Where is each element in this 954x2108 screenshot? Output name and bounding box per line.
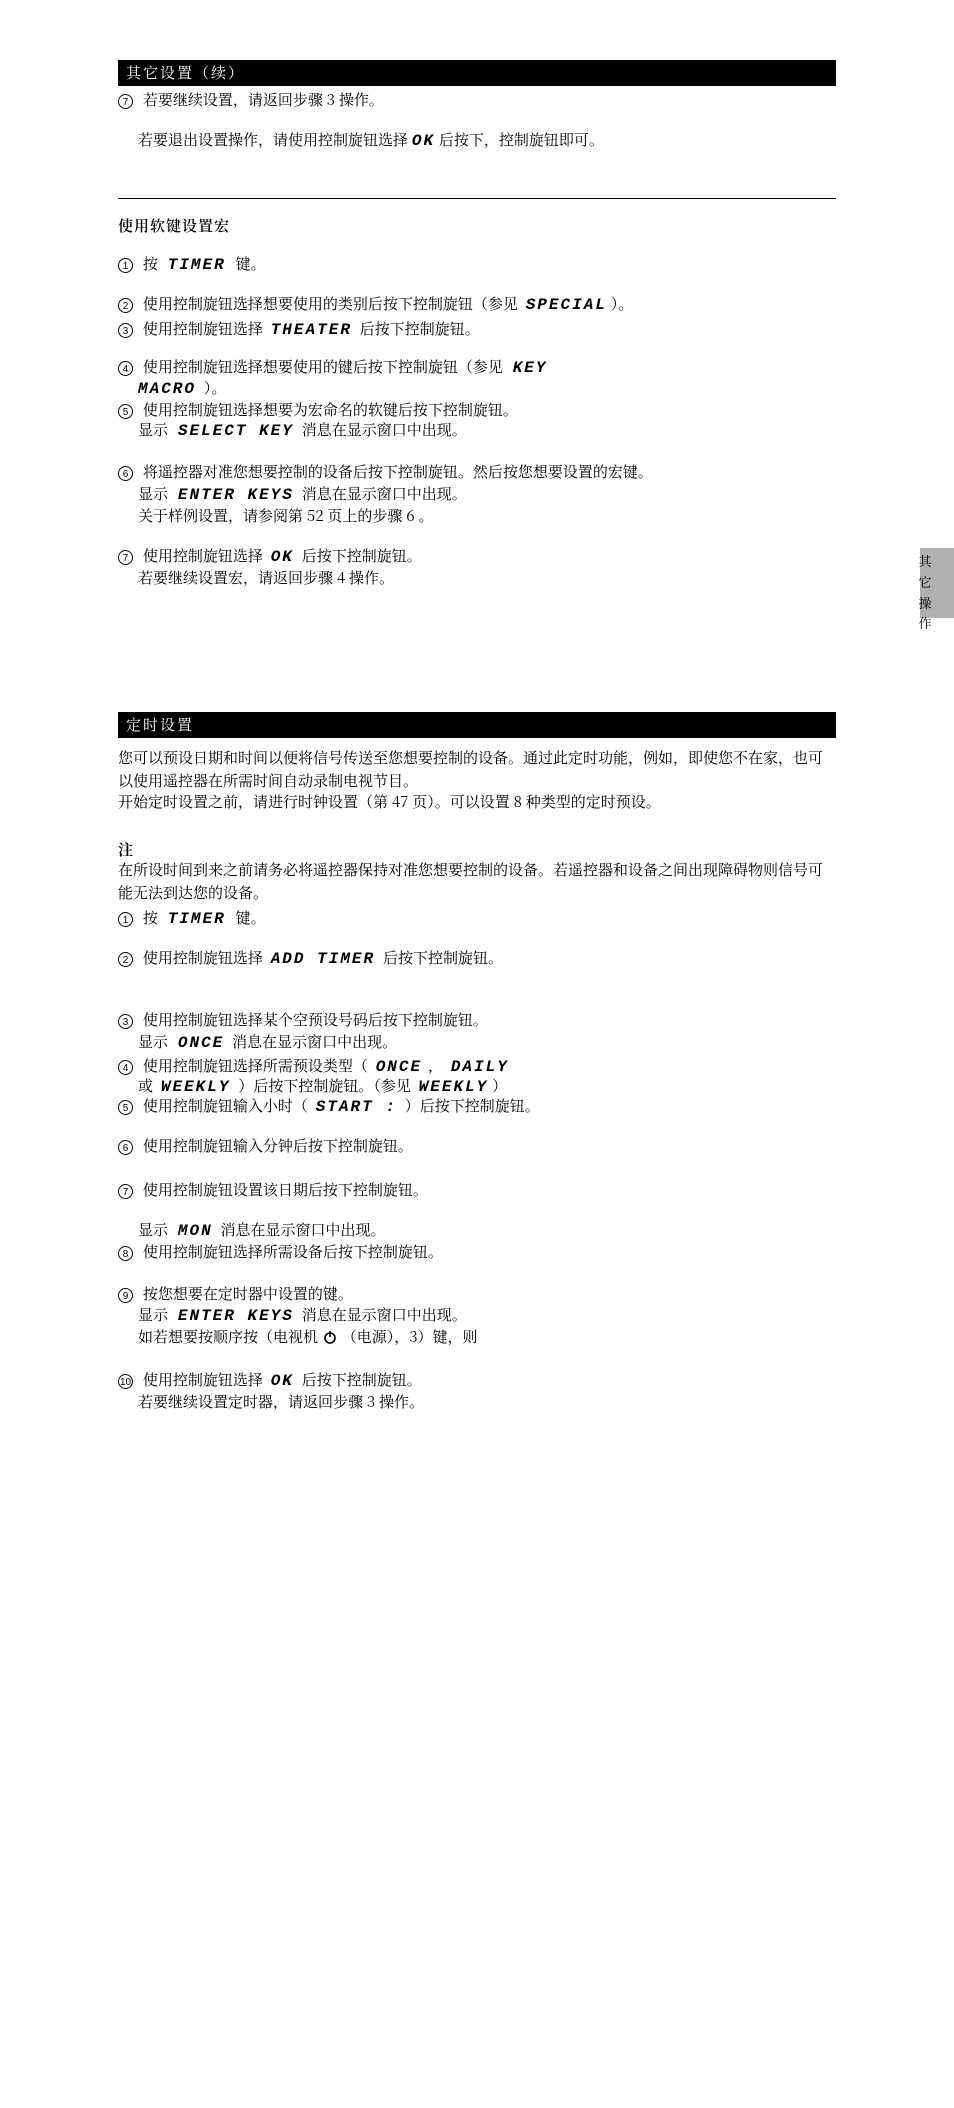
- s2-3-a: 使用控制旋钮选择: [143, 318, 263, 339]
- s3-10-ok: OK: [271, 1372, 294, 1390]
- s3-8-a: 使用控制旋钮选择所需设备后按下控制旋钮。: [143, 1241, 443, 1262]
- s2-1-a: 按: [143, 253, 158, 274]
- s3-4-b: ，: [428, 1055, 443, 1076]
- s2-7-ok: OK: [271, 548, 294, 566]
- s2-4-macro: MACRO: [138, 380, 196, 398]
- s3-9-enter: ENTER KEYS: [178, 1307, 294, 1325]
- s2-7-c: 若要继续设置宏，请返回步骤 4 操作。: [138, 567, 394, 588]
- divider: [118, 198, 836, 199]
- s3-intro-b: 开始定时设置之前，请进行时钟设置（第 47 页）。可以设置 8 种类型的定时预设…: [118, 791, 661, 812]
- s3-1-b: 键。: [236, 907, 266, 928]
- s2-4-num: 4: [118, 361, 133, 376]
- s2-1-num: 1: [118, 258, 133, 273]
- s3-4-d: ）后按下控制旋钮。（参见: [238, 1075, 411, 1096]
- s1-7-ok: OK: [412, 132, 435, 150]
- s2-6-num: 6: [118, 466, 133, 481]
- s3-3-a: 使用控制旋钮选择某个空预设号码后按下控制旋钮。: [143, 1009, 488, 1030]
- s3-2-num: 2: [118, 952, 133, 967]
- s2-2-special: SPECIAL: [526, 296, 607, 314]
- s2-1-b: 键。: [236, 253, 266, 274]
- s3-note-t: 在所设时间到来之前请务必将遥控器保持对准您想要控制的设备。若遥控器和设备之间出现…: [118, 859, 823, 903]
- s3-10-b: 后按下控制旋钮。: [302, 1369, 422, 1390]
- s1-7-text-a: 若要继续设置，请返回步骤 3 操作。: [143, 89, 384, 110]
- s3-3-b: 消息在显示窗口中出现。: [232, 1031, 397, 1052]
- s2-4-key: KEY: [513, 359, 548, 377]
- bar2-text: 定时设置: [126, 714, 194, 735]
- s2-3-b: 后按下控制旋钮。: [360, 318, 480, 339]
- s3-5-start: START :: [316, 1098, 397, 1116]
- s3-9-d: （电源），3）键，则: [342, 1326, 478, 1347]
- s2-5-num: 5: [118, 404, 133, 419]
- step-7a-num: 7: [118, 94, 133, 109]
- s3-4-a: 使用控制旋钮选择所需预设类型（: [143, 1055, 368, 1076]
- s3-9-b: 消息在显示窗口中出现。: [302, 1304, 467, 1325]
- section2-heading: 使用软键设置宏: [118, 214, 836, 237]
- s2-2-a: 使用控制旋钮选择想要使用的类别后按下控制旋钮（参见: [143, 293, 518, 314]
- s2-1-timer: TIMER: [168, 256, 226, 274]
- s3-8-num: 8: [118, 1246, 133, 1261]
- s1-7-text-c: 后按下，控制旋钮即可。: [439, 129, 604, 150]
- s2-5-a: 使用控制旋钮选择想要为宏命名的软键后按下控制旋钮。: [143, 399, 518, 420]
- s3-10-c: 若要继续设置定时器，请返回步骤 3 操作。: [138, 1391, 424, 1412]
- s2-6-a: 将遥控器对准您想要控制的设备后按下控制旋钮。然后按您想要设置的宏键。: [143, 461, 653, 482]
- s2-3-theater: THEATER: [271, 321, 352, 339]
- s3-10-num: 10: [118, 1374, 133, 1389]
- s3-4-e: ）: [492, 1075, 507, 1096]
- s3-7-num: 7: [118, 1184, 133, 1199]
- s3-1-num: 1: [118, 912, 133, 927]
- s3-10-a: 使用控制旋钮选择: [143, 1369, 263, 1390]
- s3-3-once: ONCE: [178, 1034, 224, 1052]
- s3-2-b: 后按下控制旋钮。: [383, 947, 503, 968]
- s1-7-text-b: 若要退出设置操作，请使用控制旋钮选择: [138, 129, 408, 150]
- s2-3-num: 3: [118, 323, 133, 338]
- s3-6-a: 使用控制旋钮输入分钟后按下控制旋钮。: [143, 1135, 413, 1156]
- s2-6-enter: ENTER KEYS: [178, 486, 294, 504]
- s3-6-num: 6: [118, 1140, 133, 1155]
- power-icon: [322, 1329, 338, 1345]
- s3-intro-a: 您可以预设日期和时间以便将信号传送至您想要控制的设备。通过此定时功能，例如，即使…: [118, 747, 823, 791]
- s2-5-select: SELECT KEY: [178, 422, 294, 440]
- s3-2-a: 使用控制旋钮选择: [143, 947, 263, 968]
- s2-6-b: 消息在显示窗口中出现。: [302, 483, 467, 504]
- s3-4-num: 4: [118, 1060, 133, 1075]
- s3-5-num: 5: [118, 1100, 133, 1115]
- section-header-bar-2: 定时设置: [118, 712, 836, 738]
- s3-5-a: 使用控制旋钮输入小时（: [143, 1095, 308, 1116]
- s3-9-num: 9: [118, 1288, 133, 1303]
- s3-1-a: 按: [143, 907, 158, 928]
- s3-2-add: ADD TIMER: [271, 950, 375, 968]
- s3-3-num: 3: [118, 1014, 133, 1029]
- s3-9-a: 按您想要在定时器中设置的键。: [143, 1283, 353, 1304]
- s2-4-b: ）。: [204, 377, 227, 398]
- s2-4-a: 使用控制旋钮选择想要使用的键后按下控制旋钮（参见: [143, 356, 503, 377]
- side-text: 其它操作: [917, 551, 933, 634]
- s2-6-c: 关于样例设置，请参阅第 52 页上的步骤 6 。: [138, 505, 433, 526]
- s2-7-b: 后按下控制旋钮。: [302, 545, 422, 566]
- s2-5-b: 消息在显示窗口中出现。: [302, 419, 467, 440]
- s3-note: 注: [118, 839, 133, 860]
- s3-7-mon: MON: [178, 1222, 213, 1240]
- section-header-bar-1: 其它设置（续）: [118, 60, 836, 86]
- s2-7-a: 使用控制旋钮选择: [143, 545, 263, 566]
- s2-7-num: 7: [118, 550, 133, 565]
- s3-9-c: 如若想要按顺序按（电视机: [138, 1326, 318, 1347]
- s3-1-timer: TIMER: [168, 910, 226, 928]
- s2-2-num: 2: [118, 298, 133, 313]
- s3-4-c: 或: [138, 1075, 153, 1096]
- s3-5-b: ）后按下控制旋钮。: [405, 1095, 540, 1116]
- s2-2-b: ）。: [611, 293, 634, 314]
- s3-7-b: 消息在显示窗口中出现。: [221, 1219, 386, 1240]
- bar1-text: 其它设置（续）: [126, 62, 245, 83]
- s3-7-a: 使用控制旋钮设置该日期后按下控制旋钮。: [143, 1179, 428, 1200]
